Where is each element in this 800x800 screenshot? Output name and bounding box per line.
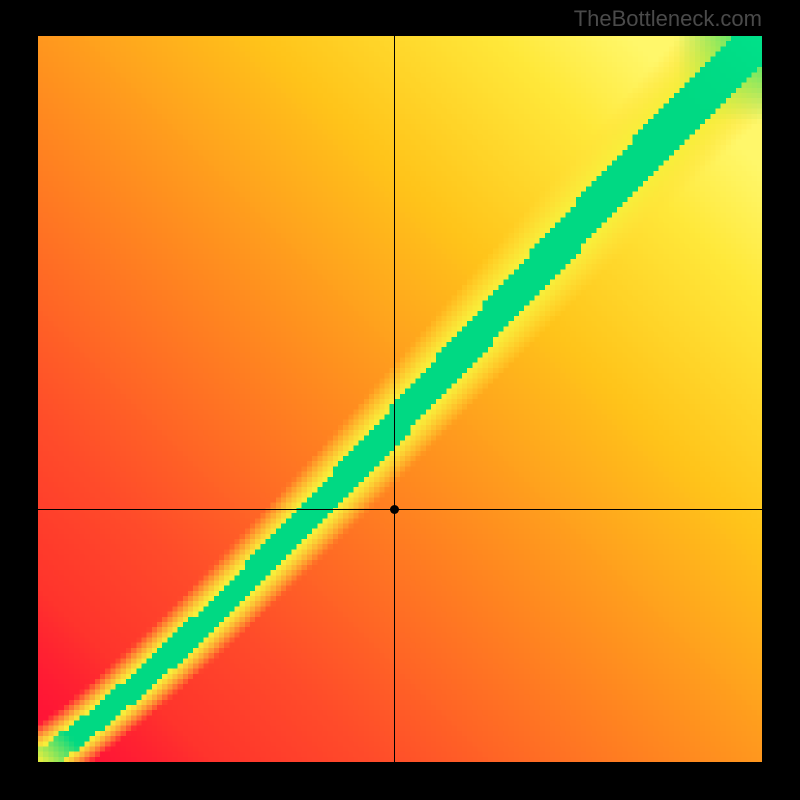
crosshair-horizontal <box>38 509 762 510</box>
bottleneck-heatmap <box>38 36 762 762</box>
crosshair-dot <box>390 505 399 514</box>
watermark-text: TheBottleneck.com <box>574 6 762 32</box>
figure-container: { "watermark": { "text": "TheBottleneck.… <box>0 0 800 800</box>
crosshair-vertical <box>394 36 395 762</box>
